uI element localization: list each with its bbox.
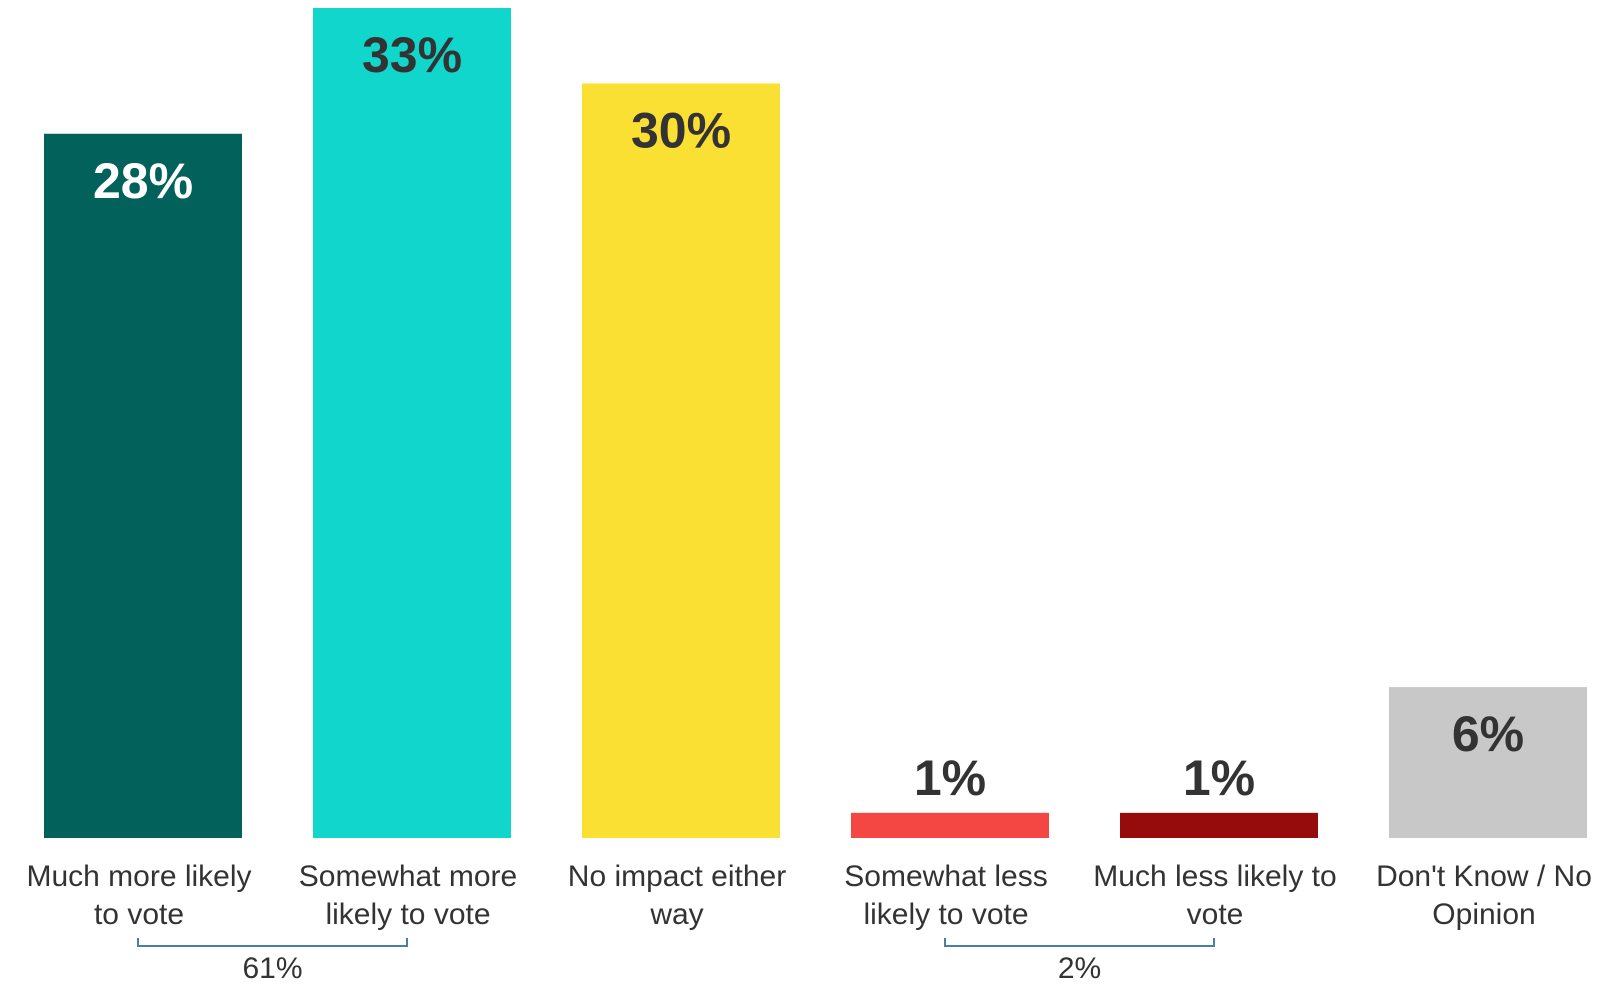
category-label: Opinion xyxy=(1432,898,1535,931)
bar xyxy=(582,83,780,839)
bar xyxy=(313,8,511,838)
group-bracket xyxy=(137,938,408,947)
data-label: 33% xyxy=(362,27,462,83)
category-label: No impact either xyxy=(568,860,786,893)
category-label: Much more likely xyxy=(26,860,251,893)
data-label: 1% xyxy=(1183,750,1255,806)
group-total-label: 61% xyxy=(242,952,302,984)
category-label: Somewhat more xyxy=(299,860,517,893)
category-label: Don't Know / No xyxy=(1376,860,1592,893)
data-label: 30% xyxy=(631,102,731,158)
category-label: to vote xyxy=(94,898,184,931)
data-label: 1% xyxy=(914,750,986,806)
bar xyxy=(44,133,242,838)
category-label: Much less likely to xyxy=(1093,860,1336,893)
bar xyxy=(1389,687,1587,838)
data-label: 28% xyxy=(93,153,193,209)
data-label: 6% xyxy=(1452,706,1524,762)
category-label: vote xyxy=(1187,898,1244,931)
bar xyxy=(851,812,1049,838)
bar xyxy=(1120,812,1318,838)
category-label: way xyxy=(649,898,703,931)
category-label: likely to vote xyxy=(863,898,1028,931)
category-label: Somewhat less xyxy=(844,860,1047,893)
group-bracket xyxy=(944,938,1215,947)
group-total-label: 2% xyxy=(1058,952,1101,984)
category-label: likely to vote xyxy=(325,898,490,931)
